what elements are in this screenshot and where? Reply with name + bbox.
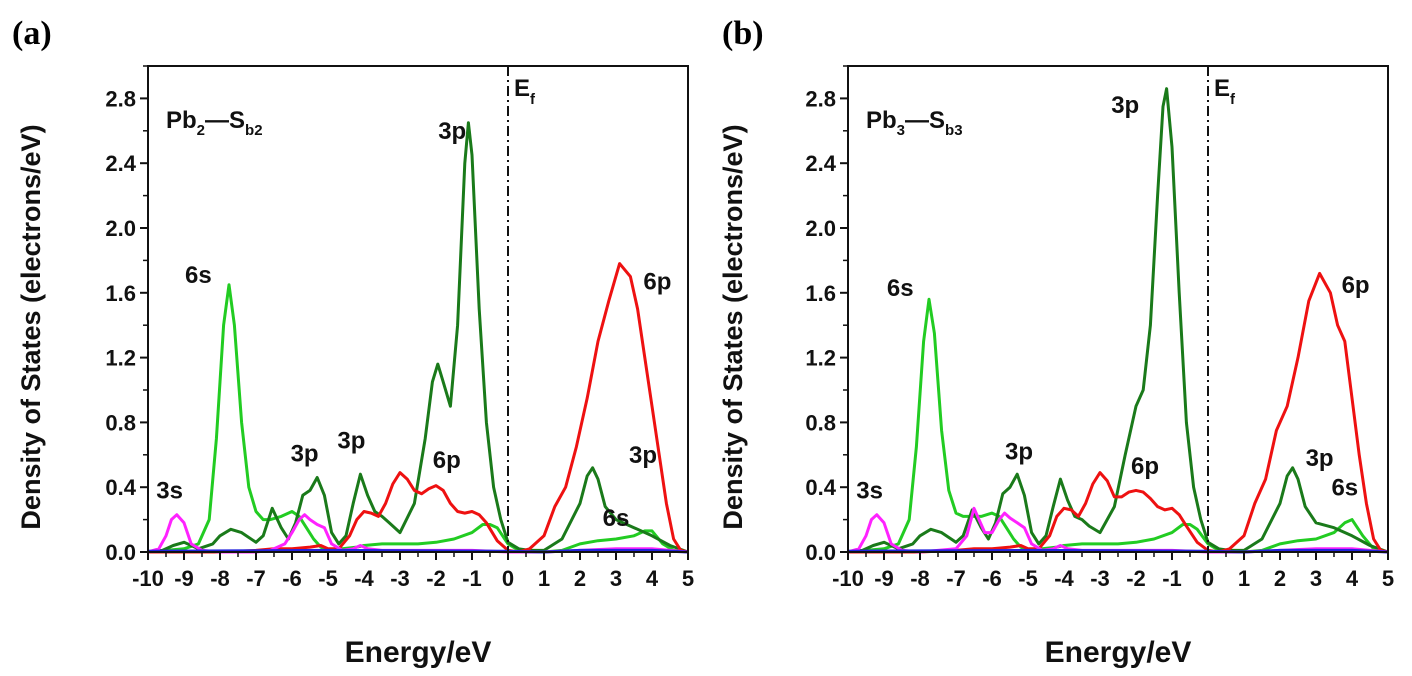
title-sub2: b2 [245,122,263,139]
peak-label: 6p [1342,272,1370,299]
y-tick-label: 1.6 [805,281,836,306]
y-axis-title: Density of States (electrons/eV) [718,124,748,529]
y-tick-label: 2.8 [105,86,136,111]
y-tick-label: 1.2 [805,346,836,371]
y-tick-label: 0.0 [105,540,136,565]
peak-label: 3p [1005,439,1033,466]
panel-label: (a) [12,15,52,52]
x-tick-label: -6 [282,566,302,591]
y-tick-label: 2.0 [805,216,836,241]
y-tick-label: 1.2 [105,346,136,371]
fermi-level-label: Ef [1214,75,1236,108]
x-tick-label: -8 [210,566,230,591]
peak-label: 6p [1131,453,1159,480]
y-tick-label: 0.0 [805,540,836,565]
fermi-label-sub: f [530,91,536,108]
x-tick-label: 0 [502,566,514,591]
x-tick-label: -1 [1162,566,1182,591]
peak-label: 6s [185,262,212,289]
series-line-0 [847,297,1389,554]
x-tick-label: -2 [426,566,446,591]
x-tick-label: -4 [1054,566,1074,591]
x-tick-label: 5 [1382,566,1394,591]
x-tick-label: 3 [610,566,622,591]
x-tick-label: -5 [1018,566,1038,591]
y-tick-label: 2.8 [805,86,836,111]
x-tick-label: -1 [462,566,482,591]
peak-label: 3s [156,478,183,505]
y-tick-label: 0.4 [105,475,136,500]
series-line-1 [147,121,689,554]
y-axis-title: Density of States (electrons/eV) [16,124,46,529]
panel-b: (b)Ef-10 -9 -8 -7 -6 -5 -4 -3 -2 -1 0 1 2 3 4 50.00.40.… [718,15,1394,669]
y-tick-label: 0.8 [805,410,836,435]
peak-label: 3p [291,440,319,467]
x-tick-label: -2 [1126,566,1146,591]
panel-label: (b) [722,15,764,52]
series-line-1 [847,87,1389,554]
peak-label: 3s [856,478,883,505]
peak-label: 6s [887,275,914,302]
panel-a: (a)Ef-10 -9 -8 -7 -6 -5 -4 -3 -2 -1 0 1 2 3 4 50.00.40.… [12,15,694,669]
peak-label: 3p [629,442,657,469]
x-tick-label: -8 [910,566,930,591]
peak-label: 6p [433,447,461,474]
title-sub1: 2 [197,122,205,139]
peak-label: 6s [603,505,630,532]
x-axis-title: Energy/eV [1045,636,1192,669]
peak-label: 6p [643,269,671,296]
x-tick-label: -4 [354,566,374,591]
y-tick-label: 2.4 [805,151,836,176]
panel-title: Pb3—Sb3 [866,107,963,139]
x-tick-label: -7 [246,566,266,591]
x-tick-label: 2 [1274,566,1286,591]
x-tick-label: -3 [1090,566,1110,591]
fermi-label-main: E [1214,75,1230,102]
y-tick-label: 2.0 [105,216,136,241]
x-tick-label: -10 [132,566,164,591]
peak-label: 6s [1331,474,1358,501]
title-dash: —S [205,107,245,134]
fermi-level-label: Ef [514,75,536,108]
x-tick-label: 1 [538,566,550,591]
x-axis-title: Energy/eV [345,636,492,669]
series-line-2 [148,262,689,554]
x-tick-label: -3 [390,566,410,591]
y-tick-label: 1.6 [105,281,136,306]
x-tick-label: 2 [574,566,586,591]
peak-label: 3p [1111,92,1139,119]
peak-label: 3p [1306,445,1334,472]
x-tick-label: -9 [874,566,894,591]
x-tick-label: -7 [946,566,966,591]
x-tick-label: -6 [982,566,1002,591]
y-tick-label: 0.4 [805,475,836,500]
x-tick-label: -5 [318,566,338,591]
x-tick-label: -9 [174,566,194,591]
fermi-label-sub: f [1230,91,1236,108]
x-tick-label: 3 [1310,566,1322,591]
panel-title: Pb2—Sb2 [166,107,263,139]
x-tick-label: -10 [832,566,864,591]
x-tick-label: 4 [1346,566,1359,591]
x-tick-label: 5 [682,566,694,591]
peak-label: 3p [337,427,365,454]
y-tick-label: 0.8 [105,410,136,435]
title-sub2: b3 [945,122,963,139]
peak-label: 3p [438,118,466,145]
fermi-label-main: E [514,75,530,102]
x-tick-label: 1 [1238,566,1250,591]
title-main: Pb [866,107,897,134]
series-line-2 [848,271,1389,554]
x-tick-label: 4 [646,566,659,591]
title-main: Pb [166,107,197,134]
y-tick-label: 2.4 [105,151,136,176]
x-tick-label: 0 [1202,566,1214,591]
title-sub1: 3 [897,122,905,139]
title-dash: —S [905,107,945,134]
